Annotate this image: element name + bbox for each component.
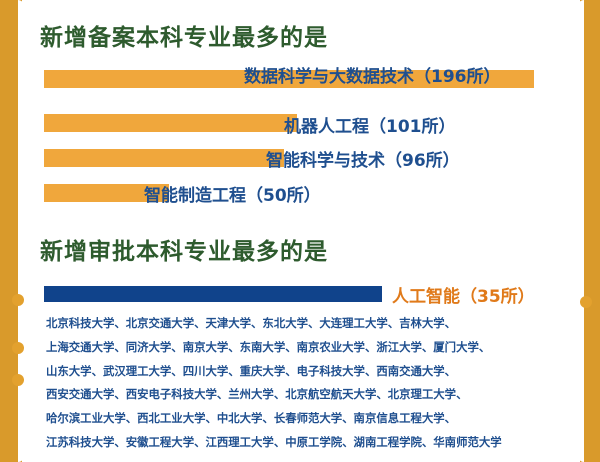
section-title-filed-majors: 新增备案本科专业最多的是 <box>40 25 328 51</box>
frame-dot <box>12 374 24 386</box>
university-list-row: 西安交通大学、西安电子科技大学、兰州大学、北京航空航天大学、北京理工大学、 <box>46 387 468 402</box>
frame-dot <box>12 294 24 306</box>
university-list-row: 哈尔滨工业大学、西北工业大学、中北大学、长春师范大学、南京信息工程大学、 <box>46 411 457 426</box>
university-list-row: 上海交通大学、同济大学、南京大学、东南大学、南京农业大学、浙江大学、厦门大学、 <box>46 339 491 354</box>
section-title-approved-majors: 新增审批本科专业最多的是 <box>40 239 328 265</box>
frame-dot <box>580 296 592 308</box>
university-list-row: 北京科技大学、北京交通大学、天津大学、东北大学、大连理工大学、吉林大学、 <box>46 316 457 330</box>
bar-label-1: 数据科学与大数据技术（196所） <box>244 67 501 87</box>
university-list-row: 山东大学、武汉理工大学、四川大学、重庆大学、电子科技大学、西南交通大学、 <box>46 363 457 378</box>
bar-label-3: 智能科学与技术（96所） <box>266 151 460 171</box>
bar-label-2: 机器人工程（101所） <box>284 117 456 137</box>
bar-ai <box>44 286 382 302</box>
bar-1 <box>44 70 534 88</box>
bar-label-ai: 人工智能（35所） <box>392 287 535 307</box>
right-frame-border <box>578 0 600 462</box>
left-frame-border <box>0 0 24 462</box>
bar-4 <box>44 184 169 202</box>
bar-2 <box>44 114 297 132</box>
university-list-row: 江苏科技大学、安徽工程大学、江西理工大学、中原工学院、湖南工程学院、华南师范大学 <box>46 434 502 449</box>
bar-label-4: 智能制造工程（50所） <box>144 186 321 206</box>
university-list: 北京科技大学、北京交通大学、天津大学、东北大学、大连理工大学、吉林大学、 上海交… <box>46 312 586 455</box>
frame-dot <box>12 342 24 354</box>
bar-3 <box>44 149 284 167</box>
